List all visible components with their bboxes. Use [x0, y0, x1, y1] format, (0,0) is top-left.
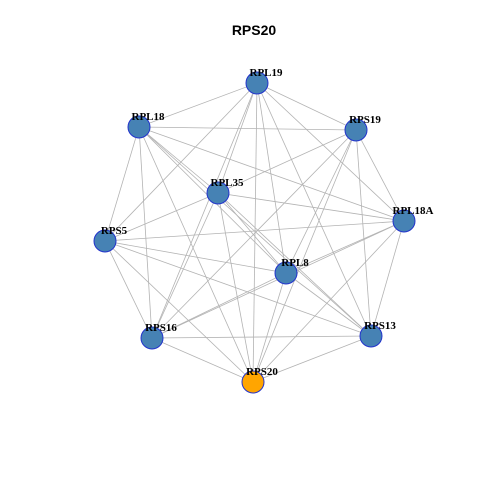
edge-rps13-rps16 [151, 335, 372, 339]
edge-rps13-rpl8 [285, 272, 372, 337]
node-circle[interactable] [127, 115, 151, 139]
edge-rps13-rpl18 [138, 126, 372, 337]
edge-rps20-rpl8 [252, 272, 287, 383]
edge-rpl19-rpl35 [217, 82, 258, 194]
node-label: RPS13 [364, 320, 396, 332]
node-label: RPS16 [145, 322, 177, 334]
edge-rps13-rps20 [252, 335, 372, 383]
edge-rps19-rps20 [252, 129, 357, 383]
edge-layer [104, 82, 405, 383]
edge-rps19-rps13 [355, 129, 372, 337]
node-label: RPL19 [250, 67, 284, 79]
node-rpl8[interactable]: RPL8 [274, 257, 309, 285]
node-rps5[interactable]: RPS5 [93, 225, 128, 253]
edge-rps19-rpl8 [285, 129, 357, 274]
edge-rpl19-rps13 [256, 82, 372, 337]
node-rpl19[interactable]: RPL19 [245, 67, 284, 95]
edge-rps19-rps16 [151, 129, 357, 339]
edge-rps16-rps5 [104, 240, 153, 339]
node-circle[interactable] [93, 229, 117, 253]
edge-rpl18a-rpl8 [285, 220, 405, 274]
node-label: RPL8 [281, 257, 309, 269]
node-circle[interactable] [241, 370, 265, 394]
edge-rps16-rpl18 [138, 126, 153, 339]
node-circle[interactable] [344, 118, 368, 142]
edge-rpl18a-rps20 [252, 220, 405, 383]
edge-rpl18a-rps13 [370, 220, 405, 337]
node-circle[interactable] [274, 261, 298, 285]
node-rps16[interactable]: RPS16 [140, 322, 177, 350]
node-rpl18a[interactable]: RPL18A [392, 205, 434, 233]
edge-rpl19-rpl8 [256, 82, 287, 274]
edge-rpl35-rpl8 [217, 192, 287, 274]
edge-rpl18-rpl35 [138, 126, 219, 194]
node-circle[interactable] [245, 71, 269, 95]
node-layer: RPL19 RPS19 RPL18A RPS13 RPS20 RPS16 RPS5 RPL18… [93, 67, 434, 394]
node-rps13[interactable]: RPS13 [359, 320, 396, 348]
node-label: RPL35 [211, 177, 245, 189]
edge-rps5-rpl8 [104, 240, 287, 274]
edge-rps19-rpl18 [138, 126, 357, 131]
edge-rpl19-rpl18a [256, 82, 405, 222]
edge-rps5-rpl18 [104, 126, 140, 242]
edge-rps5-rpl35 [104, 192, 219, 242]
node-circle[interactable] [206, 181, 230, 205]
edge-rps16-rpl8 [151, 272, 287, 339]
diagram-title: RPS20 [232, 22, 277, 38]
edge-rpl19-rpl18 [138, 82, 258, 128]
node-rpl18[interactable]: RPL18 [127, 111, 166, 139]
edge-rps20-rpl35 [217, 192, 254, 383]
node-label: RPS20 [246, 366, 278, 378]
node-rpl35[interactable]: RPL35 [206, 177, 245, 205]
edge-rps13-rps5 [104, 240, 372, 337]
edge-rps19-rpl18a [355, 129, 405, 222]
node-circle[interactable] [392, 209, 416, 233]
edge-rpl18a-rpl35 [217, 192, 405, 222]
node-circle[interactable] [359, 324, 383, 348]
edge-rps16-rpl35 [151, 192, 219, 339]
node-label: RPL18 [132, 111, 166, 123]
edge-rpl19-rps16 [151, 82, 258, 339]
edge-rps20-rpl18 [138, 126, 254, 383]
edge-rps20-rps5 [104, 240, 254, 383]
edge-rps13-rpl35 [217, 192, 372, 337]
edge-rps19-rpl35 [217, 129, 357, 194]
node-label: RPS19 [349, 114, 381, 126]
edge-rps20-rps16 [151, 337, 254, 383]
node-rps19[interactable]: RPS19 [344, 114, 381, 142]
node-label: RPL18A [393, 205, 434, 217]
edge-rpl19-rps19 [256, 82, 357, 131]
node-rps20[interactable]: RPS20 [241, 366, 278, 394]
node-label: RPS5 [101, 225, 128, 237]
node-circle[interactable] [140, 326, 164, 350]
edge-rpl18a-rpl18 [138, 126, 405, 222]
